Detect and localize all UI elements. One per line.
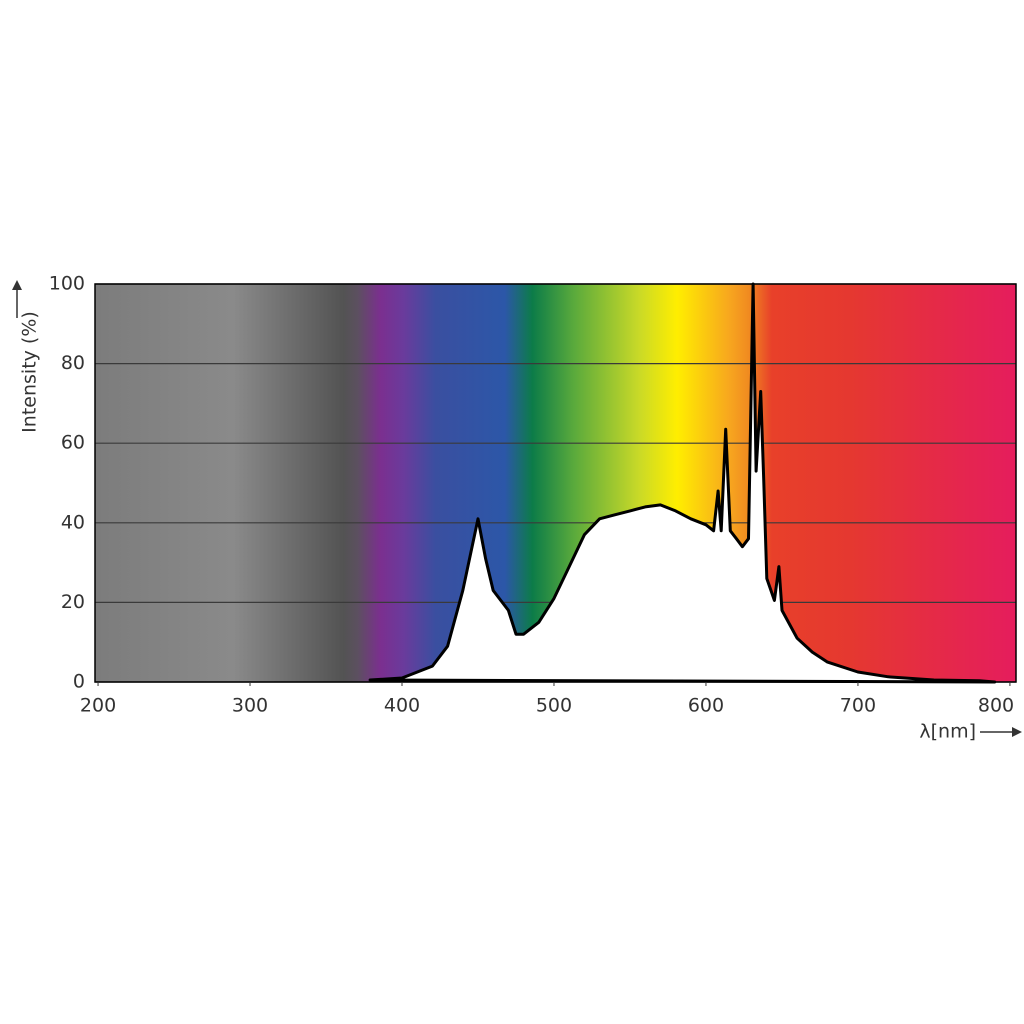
x-arrow-head	[1012, 727, 1022, 737]
y-tick-label: 0	[73, 671, 85, 693]
x-tick-label: 700	[840, 695, 876, 717]
y-tick-label: 80	[61, 352, 85, 374]
y-tick-label: 20	[61, 591, 85, 613]
y-tick-label: 100	[49, 273, 85, 295]
x-tick-label: 200	[80, 695, 116, 717]
x-tick-label: 800	[978, 695, 1014, 717]
spectrum-curve	[368, 282, 997, 684]
y-tick-label: 40	[61, 511, 85, 533]
x-axis-label: λ[nm]	[919, 721, 976, 743]
x-tick-label: 400	[384, 695, 420, 717]
plot-frame	[94, 283, 1017, 683]
y-axis-label: Intensity (%)	[19, 311, 41, 433]
x-tick-label: 600	[688, 695, 724, 717]
x-tick-label: 500	[536, 695, 572, 717]
x-tick-label: 300	[232, 695, 268, 717]
y-tick-label: 60	[61, 432, 85, 454]
y-arrow-head	[12, 280, 22, 290]
